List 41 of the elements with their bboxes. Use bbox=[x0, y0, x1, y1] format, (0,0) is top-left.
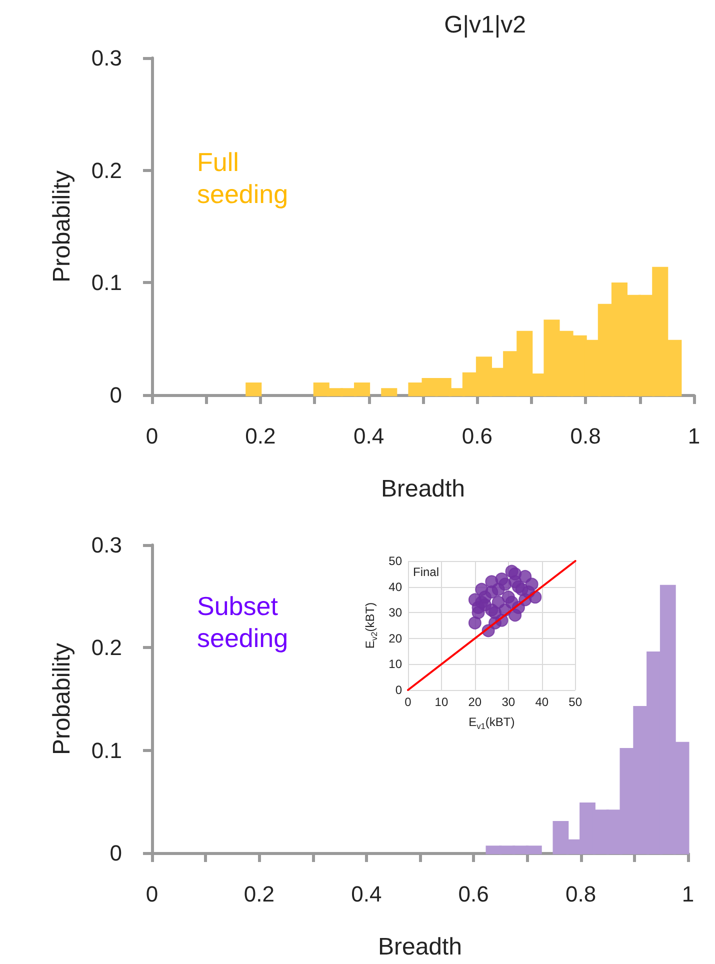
y-tick-label: 0.2 bbox=[91, 158, 122, 183]
y-tick-label: 0 bbox=[110, 840, 122, 866]
y-tick-label: 40 bbox=[388, 580, 402, 594]
y-tick-label: 10 bbox=[388, 657, 402, 672]
y-tick-label: 0.2 bbox=[91, 635, 122, 660]
y-axis-title: Ev2(kBT) bbox=[362, 602, 379, 649]
x-tick-label: 0.8 bbox=[566, 882, 596, 906]
annotation: Final bbox=[413, 565, 440, 579]
x-tick-label: 0.6 bbox=[458, 882, 489, 906]
x-tick-label: 0.8 bbox=[570, 424, 601, 448]
y-tick-label: 30 bbox=[388, 606, 402, 620]
x-tick-label: 0.4 bbox=[354, 424, 384, 448]
y-tick-label: 20 bbox=[388, 631, 402, 646]
y-tick-label: 0 bbox=[110, 382, 122, 408]
x-tick-label: 0 bbox=[404, 695, 412, 709]
x-tick-label: 0 bbox=[146, 424, 158, 448]
y-tick-label: 0 bbox=[395, 683, 402, 697]
x-tick-label: 0.2 bbox=[245, 424, 276, 448]
x-tick-label: 0.2 bbox=[244, 882, 274, 906]
x-axis-title: Breadth bbox=[378, 934, 462, 960]
x-tick-label: 40 bbox=[535, 695, 549, 709]
x-tick-label: 1 bbox=[688, 424, 700, 448]
annotation: Subset seeding bbox=[197, 591, 288, 653]
x-tick-label: 30 bbox=[502, 695, 516, 709]
y-tick-label: 0.3 bbox=[91, 532, 122, 558]
y-tick-label: 50 bbox=[388, 554, 402, 568]
y-tick-label: 0.3 bbox=[91, 46, 122, 70]
y-tick-label: 0.1 bbox=[91, 270, 122, 296]
x-tick-label: 50 bbox=[568, 695, 582, 709]
x-tick-label: 10 bbox=[434, 695, 448, 709]
y-tick-label: 0.1 bbox=[91, 738, 122, 763]
x-tick-label: 20 bbox=[468, 695, 482, 709]
x-tick-label: 1 bbox=[682, 882, 694, 906]
annotation: Full seeding bbox=[197, 147, 288, 209]
y-axis-title: Probability bbox=[48, 170, 76, 283]
x-tick-label: 0 bbox=[146, 882, 158, 906]
x-tick-label: 0.4 bbox=[351, 882, 382, 906]
chart-title: G|v1|v2 bbox=[444, 12, 526, 38]
x-tick-label: 0.6 bbox=[462, 424, 492, 448]
y-axis-title: Probability bbox=[48, 642, 76, 756]
x-axis-title: Breadth bbox=[380, 476, 466, 502]
